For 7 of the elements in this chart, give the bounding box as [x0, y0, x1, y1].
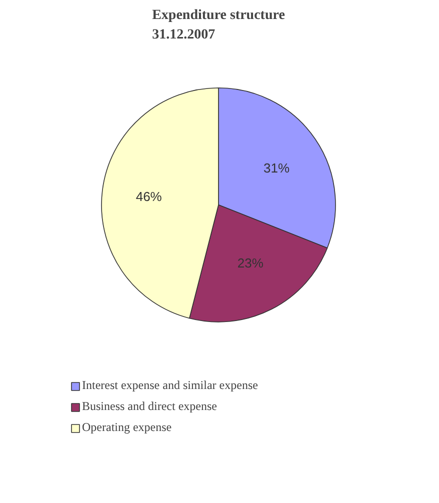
- data-label: 23%: [237, 256, 264, 271]
- legend-label: Operating expense: [82, 420, 172, 435]
- legend-label: Business and direct expense: [82, 399, 217, 414]
- data-label: 31%: [264, 160, 290, 176]
- chart-title: Expenditure structure 31.12.2007: [152, 8, 285, 42]
- data-label: 46%: [136, 189, 162, 204]
- legend-label: Interest expense and similar expense: [82, 378, 258, 393]
